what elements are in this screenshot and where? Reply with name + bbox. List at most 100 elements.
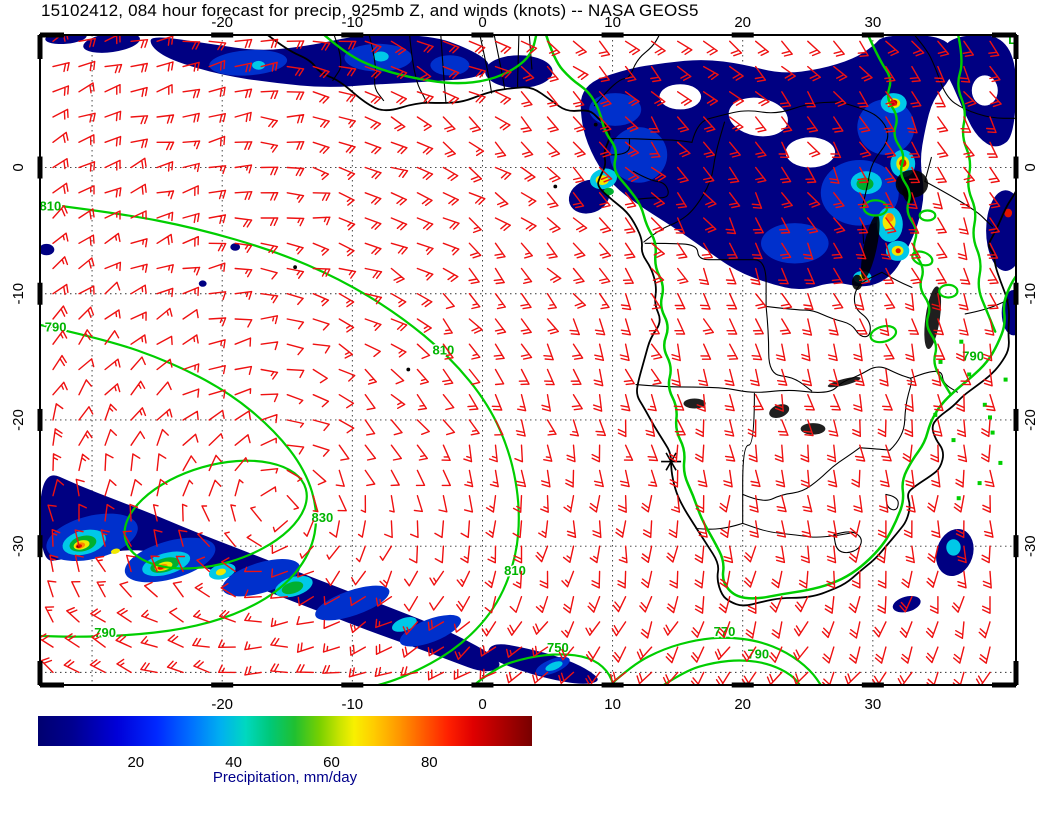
y-tick-label-left: -10 bbox=[10, 283, 27, 305]
y-tick-label-left: -20 bbox=[10, 409, 27, 431]
contour-fragment bbox=[951, 438, 956, 443]
precip-blob bbox=[40, 243, 55, 256]
precip-blob bbox=[785, 137, 836, 168]
height-contour bbox=[866, 35, 953, 396]
x-tick-label-bottom: 30 bbox=[865, 696, 882, 713]
precip-blob bbox=[946, 539, 961, 556]
country-border bbox=[593, 35, 660, 107]
lake bbox=[769, 404, 790, 419]
precip-blob bbox=[485, 55, 553, 88]
country-border bbox=[889, 377, 912, 451]
precip-blob bbox=[209, 49, 288, 76]
country-border bbox=[691, 101, 840, 143]
height-contour bbox=[956, 35, 997, 333]
contour-fragment bbox=[933, 412, 938, 417]
height-contour-closed bbox=[918, 209, 937, 222]
x-tick-label-top: 20 bbox=[734, 14, 751, 31]
x-tick-label-bottom: 10 bbox=[604, 696, 621, 713]
contour-fragment bbox=[938, 359, 943, 364]
contour-fragment bbox=[1003, 377, 1008, 382]
country-border bbox=[833, 531, 862, 554]
y-tick-label-right: 0 bbox=[1022, 163, 1039, 171]
precip-blob bbox=[198, 280, 207, 287]
contour-label: 750 bbox=[547, 640, 569, 655]
height-contour-layer bbox=[40, 35, 1016, 685]
country-border bbox=[632, 170, 669, 200]
precip-blob bbox=[892, 595, 921, 613]
height-contour-closed bbox=[123, 459, 308, 570]
country-border bbox=[635, 384, 813, 393]
contour-label: 830 bbox=[312, 510, 334, 525]
island bbox=[593, 122, 598, 127]
island bbox=[293, 265, 297, 270]
country-border bbox=[742, 447, 861, 501]
precip-blob bbox=[83, 35, 140, 53]
height-contour bbox=[661, 659, 802, 685]
country-border bbox=[332, 35, 342, 81]
precip-blob bbox=[856, 177, 874, 191]
precip-blob bbox=[971, 75, 998, 106]
precip-layer bbox=[40, 35, 1016, 684]
country-border bbox=[643, 121, 726, 243]
wind-barbs bbox=[40, 35, 1002, 685]
colorbar-gradient bbox=[38, 716, 532, 746]
x-tick-label-bottom: 0 bbox=[478, 696, 486, 713]
precip-blob bbox=[45, 35, 87, 45]
x-tick-label-top: 30 bbox=[865, 14, 882, 31]
country-border bbox=[838, 101, 889, 208]
colorbar: 20 40 60 80 bbox=[38, 716, 532, 771]
height-contour bbox=[322, 35, 538, 85]
x-tick-label-top: 10 bbox=[604, 14, 621, 31]
lake bbox=[800, 423, 826, 435]
river bbox=[742, 522, 856, 538]
island bbox=[553, 184, 558, 189]
lake bbox=[902, 187, 914, 204]
country-border bbox=[695, 522, 744, 530]
y-tick-label-left: 0 bbox=[10, 163, 27, 171]
height-contour bbox=[40, 202, 520, 685]
country-border bbox=[609, 137, 693, 143]
x-tick-label-top: -20 bbox=[211, 14, 233, 31]
chart-title: 15102412, 084 hour forecast for precip, … bbox=[41, 1, 699, 20]
country-border bbox=[765, 305, 813, 392]
height-contour bbox=[608, 636, 823, 685]
country-border bbox=[811, 366, 912, 393]
contour-fragment bbox=[990, 430, 995, 435]
y-tick-label-right: -30 bbox=[1022, 535, 1039, 557]
lake bbox=[860, 214, 880, 280]
star-marker bbox=[661, 452, 682, 471]
contour-fragment bbox=[959, 339, 964, 344]
country-border bbox=[644, 242, 767, 307]
country-border bbox=[609, 137, 631, 156]
country-border bbox=[368, 35, 385, 102]
precip-blob bbox=[110, 548, 121, 554]
x-tick-label-bottom: -10 bbox=[341, 696, 363, 713]
y-tick-label-right: -10 bbox=[1022, 283, 1039, 305]
contour-label: 810 bbox=[504, 563, 526, 578]
country-border bbox=[885, 493, 899, 511]
y-tick-label-right: -20 bbox=[1022, 409, 1039, 431]
country-border bbox=[913, 35, 1016, 119]
country-border bbox=[409, 35, 428, 103]
colorbar-caption: Precipitation, mm/day bbox=[212, 769, 358, 786]
contour-fragment bbox=[977, 481, 982, 486]
plot-frame bbox=[37, 32, 1019, 688]
country-border bbox=[742, 392, 755, 524]
precip-blob bbox=[222, 559, 300, 597]
contour-label: L bbox=[1008, 32, 1016, 47]
precip-blob bbox=[315, 585, 390, 621]
country-border bbox=[881, 271, 913, 288]
precip-blob bbox=[659, 84, 702, 110]
contour-label: 790 bbox=[747, 647, 769, 662]
wind-barb-layer bbox=[40, 35, 1002, 685]
country-border bbox=[493, 35, 506, 90]
precip-blob bbox=[373, 51, 389, 62]
africa-coastline bbox=[266, 35, 1016, 607]
contour-label: 810 bbox=[40, 198, 62, 213]
contour-fragment bbox=[956, 496, 961, 501]
colorbar-tick-label: 20 bbox=[127, 754, 144, 771]
lake bbox=[827, 376, 861, 388]
axis-labels: -20 -20 -10 -10 0 0 10 10 20 20 30 30 0 0 -10 -10 -20 -20… bbox=[10, 14, 1039, 713]
